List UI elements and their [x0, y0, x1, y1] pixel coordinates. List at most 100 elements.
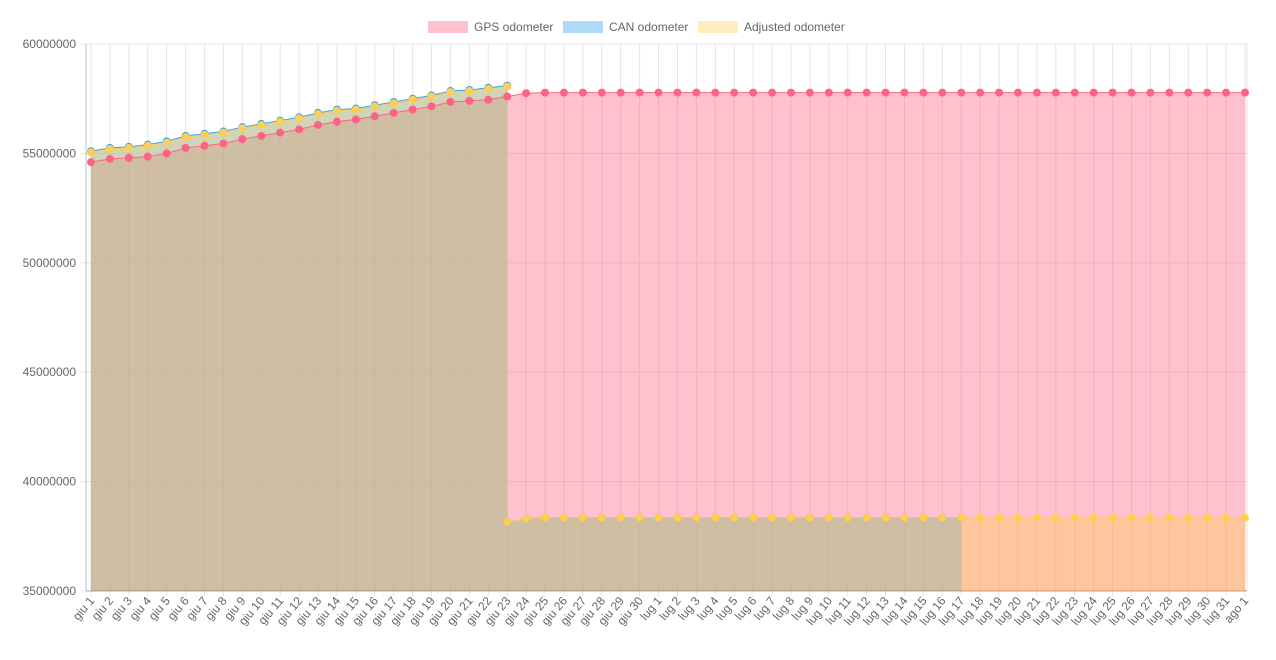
data-point [1184, 88, 1193, 97]
series-fill [91, 92, 1245, 591]
data-point [332, 106, 341, 115]
data-point [749, 513, 758, 522]
data-point [597, 513, 606, 522]
data-point [843, 513, 852, 522]
data-point [389, 99, 398, 108]
data-point [635, 513, 644, 522]
data-point [938, 88, 947, 97]
data-point [370, 112, 379, 121]
data-point [957, 513, 966, 522]
data-point [900, 88, 909, 97]
data-point [1108, 513, 1117, 522]
data-point [1146, 88, 1155, 97]
data-point [995, 513, 1004, 522]
data-point [995, 88, 1004, 97]
legend-label: GPS odometer [474, 20, 553, 34]
data-point [238, 124, 247, 133]
y-axis: 35000000 40000000 45000000 50000000 55000000… [23, 37, 87, 598]
data-point [1013, 88, 1022, 97]
y-tick-label: 35000000 [23, 584, 77, 598]
data-point [730, 513, 739, 522]
y-tick-label: 60000000 [23, 37, 77, 51]
data-point [105, 154, 114, 163]
data-point [276, 117, 285, 126]
data-point [1222, 88, 1231, 97]
data-point [919, 513, 928, 522]
data-point [730, 88, 739, 97]
data-point [692, 513, 701, 522]
series-fills [91, 85, 1245, 592]
data-point [465, 96, 474, 105]
data-point [200, 130, 209, 139]
data-point [1089, 88, 1098, 97]
data-point [805, 88, 814, 97]
data-point [635, 88, 644, 97]
data-point [295, 125, 304, 134]
data-point [257, 120, 266, 129]
data-point [881, 88, 890, 97]
data-point [654, 88, 663, 97]
data-point [1032, 88, 1041, 97]
data-point [1184, 513, 1193, 522]
data-point [408, 95, 417, 104]
data-point [711, 88, 720, 97]
data-point [559, 513, 568, 522]
data-point [862, 513, 871, 522]
data-point [503, 82, 512, 91]
data-point [503, 518, 512, 527]
data-point [503, 92, 512, 101]
data-point [938, 513, 947, 522]
data-point [673, 513, 682, 522]
data-point [446, 88, 455, 97]
data-point [1203, 513, 1212, 522]
data-point [862, 88, 871, 97]
data-point [976, 88, 985, 97]
legend-swatch [428, 21, 468, 33]
y-tick-label: 45000000 [23, 365, 77, 379]
data-point [1127, 513, 1136, 522]
data-point [257, 131, 266, 140]
legend-swatch [563, 21, 603, 33]
series-points [87, 81, 1249, 527]
data-point [1241, 513, 1249, 522]
data-point [181, 132, 190, 141]
data-point [105, 145, 114, 154]
data-point [541, 88, 550, 97]
data-point [484, 84, 493, 93]
data-point [768, 513, 777, 522]
y-tick-label: 40000000 [23, 475, 77, 489]
legend-label: Adjusted odometer [744, 20, 845, 34]
data-point [143, 152, 152, 161]
data-point [976, 513, 985, 522]
data-point [1241, 88, 1249, 97]
data-point [351, 105, 360, 114]
data-point [1165, 513, 1174, 522]
data-point [805, 513, 814, 522]
data-point [1089, 513, 1098, 522]
data-point [124, 153, 133, 162]
data-point [143, 141, 152, 150]
data-point [124, 143, 133, 152]
series-fill [91, 86, 1245, 591]
data-point [1013, 513, 1022, 522]
data-point [843, 88, 852, 97]
data-point [881, 513, 890, 522]
y-tick-label: 50000000 [23, 256, 77, 270]
data-point [1051, 513, 1060, 522]
data-point [1146, 513, 1155, 522]
data-point [181, 143, 190, 152]
data-point [1070, 88, 1079, 97]
data-point [578, 513, 587, 522]
data-point [768, 88, 777, 97]
data-point [87, 148, 95, 157]
data-point [87, 158, 95, 167]
data-point [786, 88, 795, 97]
data-point [786, 513, 795, 522]
data-point [314, 110, 323, 119]
data-point [559, 88, 568, 97]
data-point [900, 513, 909, 522]
data-point [692, 88, 701, 97]
data-point [162, 149, 171, 158]
